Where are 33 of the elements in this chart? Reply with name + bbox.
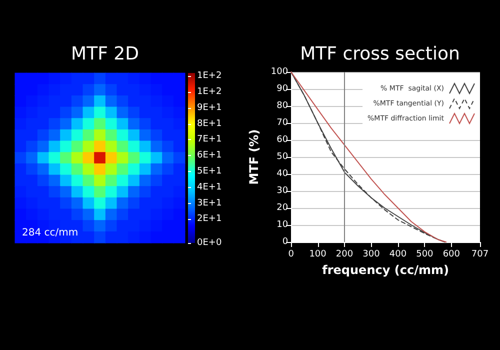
y-tick-label: 30 <box>276 186 288 196</box>
color-bar-label: 3E+1 <box>197 198 222 208</box>
y-tick-label: 10 <box>276 220 288 230</box>
y-tick-label: 100 <box>270 67 288 77</box>
x-tick-label: 600 <box>442 250 460 260</box>
color-bar-label: 6E+1 <box>197 150 222 161</box>
color-bar-label: 0E+0 <box>197 238 222 248</box>
y-tick-label: 70 <box>276 118 288 128</box>
color-bar-label: 7E+1 <box>197 134 222 145</box>
color-bar-label: 5E+1 <box>197 166 222 177</box>
color-bar-label: 4E+1 <box>197 182 222 192</box>
x-tick-label: 400 <box>389 250 407 260</box>
x-tick-label: 500 <box>416 250 434 260</box>
color-bar-label: 8E+1 <box>197 118 222 129</box>
chart-title: MTF cross section <box>300 44 460 64</box>
x-tick-label: 707 <box>471 250 489 260</box>
color-bar-label: 9E+1 <box>197 102 222 113</box>
y-tick-label: 20 <box>276 203 288 213</box>
y-tick-label: 90 <box>276 84 288 94</box>
color-bar-label: 1E+2 <box>197 71 222 82</box>
x-tick-label: 100 <box>309 250 327 260</box>
x-tick-label: 200 <box>336 250 354 260</box>
y-tick-label: 50 <box>276 152 288 162</box>
x-axis-title: frequency (cc/mm) <box>322 263 449 277</box>
color-bar-label: 1E+2 <box>197 87 222 98</box>
color-bar-label: 2E+1 <box>197 214 222 224</box>
y-tick-label: 80 <box>276 101 288 111</box>
x-tick-label: 300 <box>362 250 380 260</box>
chart-title: MTF 2D <box>71 44 139 64</box>
y-tick-label: 60 <box>276 135 288 145</box>
y-axis-title: MTF (%) <box>247 129 261 185</box>
y-tick-label: 40 <box>276 169 288 179</box>
annotation: 284 cc/mm <box>22 228 78 238</box>
